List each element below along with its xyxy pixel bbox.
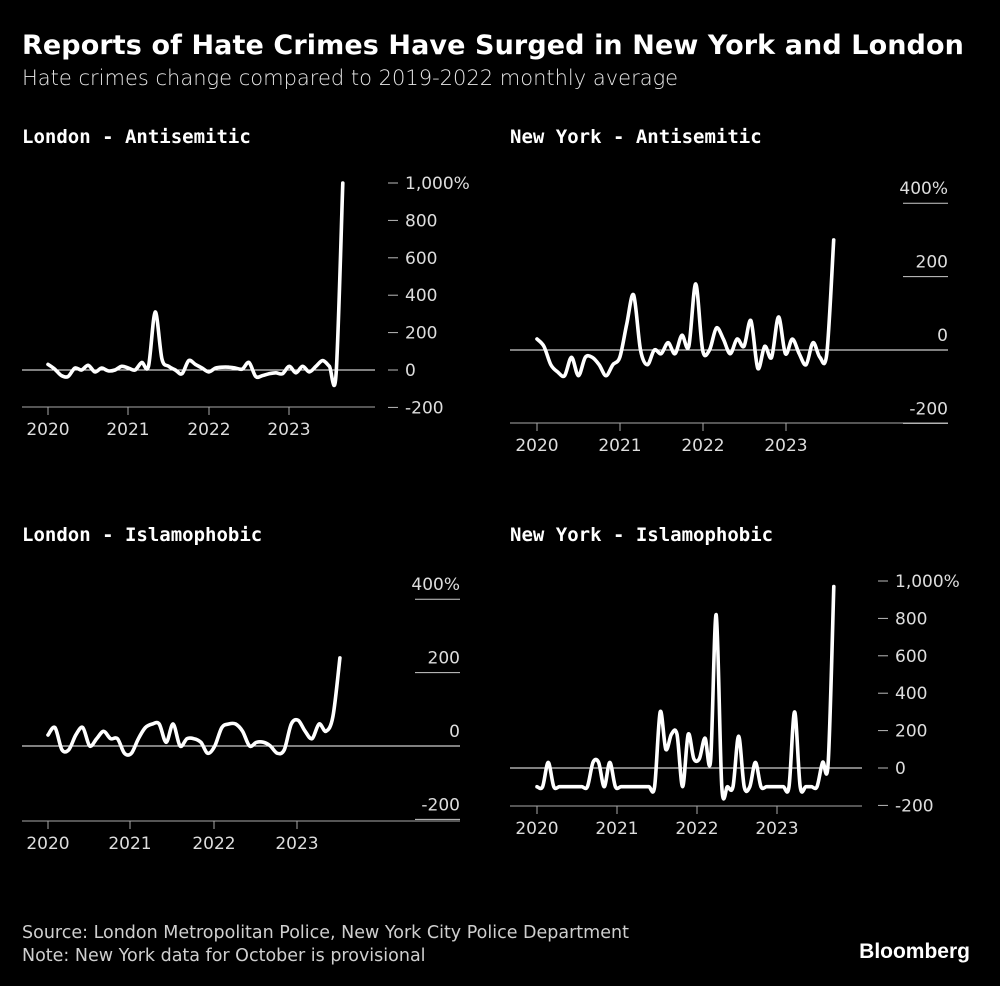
chart-london-antisemitic-y-tick-label: 600	[405, 249, 437, 269]
chart-london-antisemitic-y-tick-label: 800	[405, 211, 437, 231]
chart-newyork-islamophobic-x-tick-label: 2021	[595, 819, 638, 839]
chart-newyork-antisemitic-y-tick-label: 400%	[899, 179, 948, 199]
chart-newyork-antisemitic-y-tick-label: -200	[909, 399, 948, 419]
chart-london-islamophobic-x-tick-label: 2021	[108, 834, 151, 854]
chart-london-antisemitic-x-tick-label: 2020	[26, 420, 69, 440]
chart-london-islamophobic-y-tick-label: 400%	[411, 575, 460, 595]
chart-london-antisemitic-y-tick-label: 1,000%	[405, 174, 470, 194]
chart-newyork-islamophobic-y-tick-label: 1,000%	[895, 572, 960, 592]
chart-newyork-antisemitic-x-tick-label: 2020	[515, 436, 558, 456]
chart-london-islamophobic-x-tick-label: 2022	[192, 834, 235, 854]
bloomberg-logo: Bloomberg	[859, 940, 970, 963]
chart-newyork-islamophobic-x-tick-label: 2020	[515, 819, 558, 839]
chart-london-antisemitic-y-tick-label: -200	[405, 398, 444, 418]
chart-newyork-islamophobic-y-tick-label: -200	[895, 796, 934, 816]
chart-title: Reports of Hate Crimes Have Surged in Ne…	[22, 30, 964, 61]
chart-london-islamophobic-series-line	[46, 656, 342, 757]
chart-london-antisemitic-x-tick-label: 2021	[106, 420, 149, 440]
chart-newyork-islamophobic-y-tick-label: 800	[895, 609, 927, 629]
chart-subtitle: Hate crimes change compared to 2019-2022…	[22, 66, 679, 90]
chart-newyork-antisemitic-x-tick-label: 2023	[764, 436, 807, 456]
chart-newyork-islamophobic-x-tick-label: 2023	[755, 819, 798, 839]
chart-newyork-antisemitic-y-tick-label: 0	[937, 326, 948, 346]
chart-london-antisemitic-x-tick-label: 2022	[187, 420, 230, 440]
chart-london-islamophobic-y-tick-label: 0	[449, 722, 460, 742]
panel-title-london-islamophobic: London - Islamophobic	[22, 524, 263, 546]
chart-london-islamophobic-x-tick-label: 2023	[275, 834, 318, 854]
source-note: Source: London Metropolitan Police, New …	[22, 923, 629, 943]
chart-newyork-islamophobic-series-line	[535, 584, 836, 801]
chart-newyork-antisemitic-y-tick-label: 200	[916, 253, 948, 273]
chart-london-islamophobic-y-tick-label: -200	[421, 795, 460, 815]
chart-newyork-antisemitic-x-tick-label: 2022	[681, 436, 724, 456]
chart-newyork-islamophobic-y-tick-label: 200	[895, 722, 927, 742]
chart-london-antisemitic-x-tick-label: 2023	[267, 420, 310, 440]
panel-title-london-antisemitic: London - Antisemitic	[22, 126, 251, 148]
chart-newyork-islamophobic-y-tick-label: 0	[895, 759, 906, 779]
chart-london-islamophobic-y-tick-label: 200	[428, 649, 460, 669]
chart-newyork-islamophobic-y-tick-label: 400	[895, 684, 927, 704]
provisional-note: Note: New York data for October is provi…	[22, 946, 426, 966]
chart-london-antisemitic-series-line	[46, 181, 345, 388]
panel-title-newyork-islamophobic: New York - Islamophobic	[510, 524, 774, 546]
panel-title-newyork-antisemitic: New York - Antisemitic	[510, 126, 762, 148]
chart-newyork-islamophobic-y-tick-label: 600	[895, 647, 927, 667]
chart-london-antisemitic-y-tick-label: 0	[405, 361, 416, 381]
chart-london-islamophobic-x-tick-label: 2020	[26, 834, 69, 854]
chart-newyork-antisemitic-series-line	[535, 238, 836, 379]
chart-london-antisemitic-y-tick-label: 200	[405, 324, 437, 344]
chart-london-antisemitic-y-tick-label: 400	[405, 286, 437, 306]
chart-newyork-antisemitic-x-tick-label: 2021	[598, 436, 641, 456]
chart-newyork-islamophobic-x-tick-label: 2022	[675, 819, 718, 839]
